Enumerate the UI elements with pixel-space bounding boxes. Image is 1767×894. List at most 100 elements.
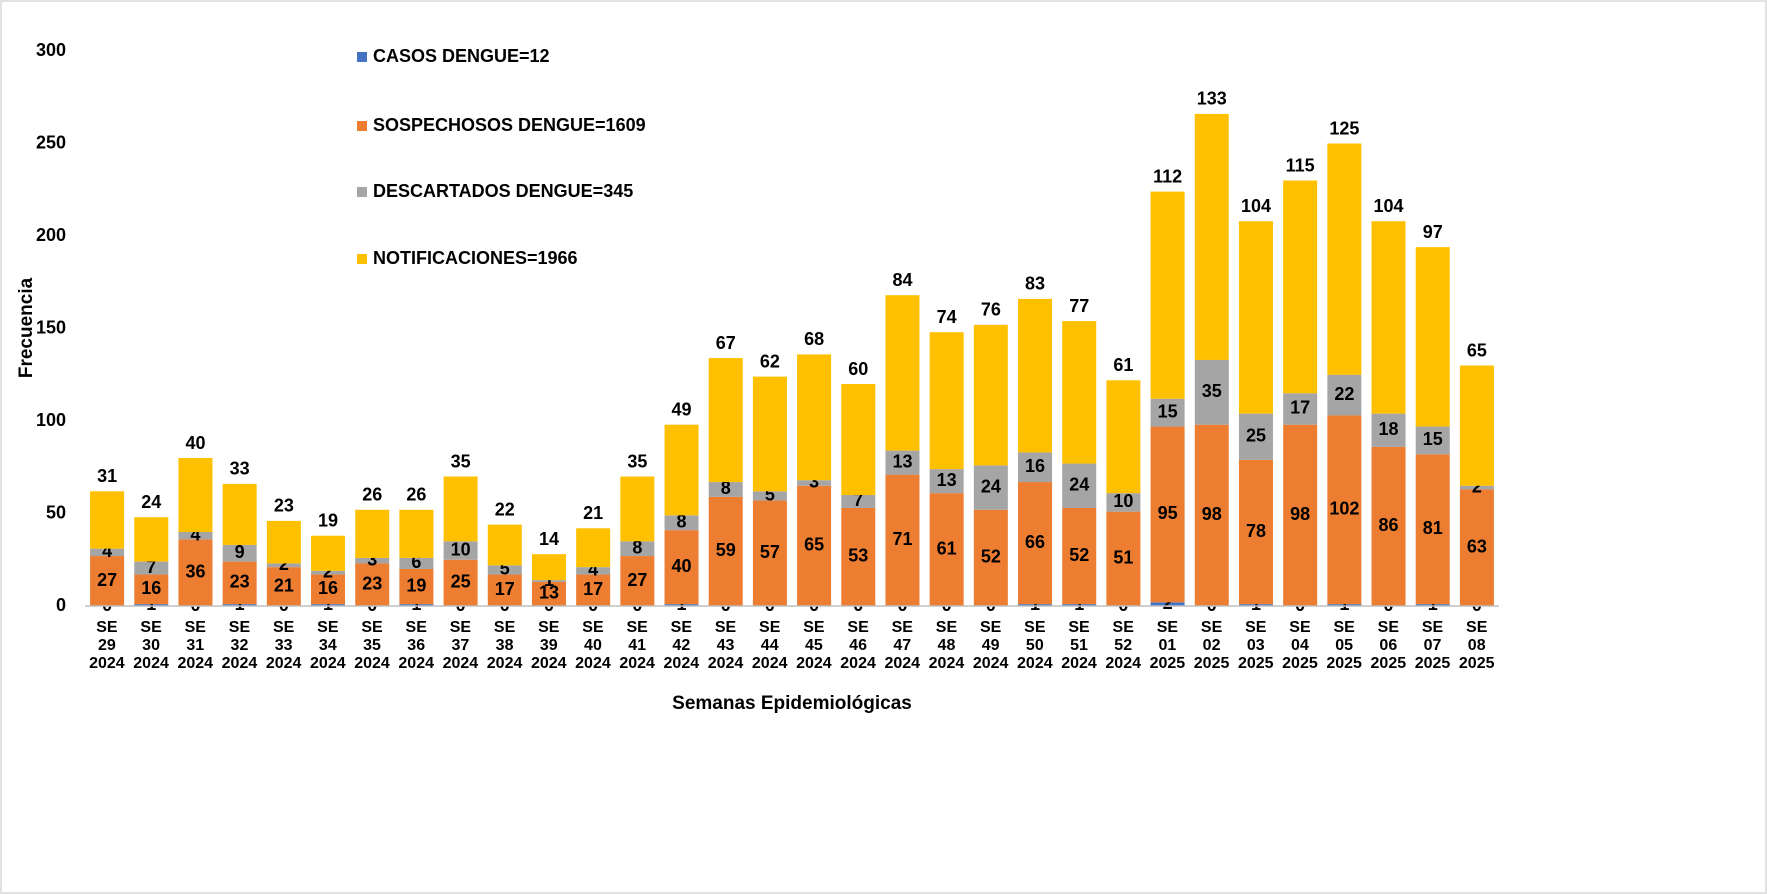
bar-segment bbox=[1371, 221, 1406, 414]
bar-segment bbox=[664, 604, 699, 606]
data-label: 19 bbox=[406, 575, 426, 595]
data-label: 86 bbox=[1379, 515, 1399, 535]
bar-segment bbox=[487, 524, 522, 566]
x-tick-label: SE 46 2024 bbox=[840, 619, 876, 672]
bar-segment bbox=[664, 424, 699, 516]
bar-segment bbox=[487, 574, 522, 606]
bar-segment bbox=[664, 515, 699, 531]
data-label: 17 bbox=[583, 579, 603, 599]
x-tick-label: SE 38 2024 bbox=[486, 619, 523, 672]
legend-swatch bbox=[357, 187, 367, 197]
data-label: 51 bbox=[1113, 548, 1133, 568]
y-tick-label: 150 bbox=[36, 317, 66, 337]
bar-segment bbox=[973, 324, 1008, 466]
bar-segment bbox=[531, 581, 566, 606]
data-label: 4 bbox=[588, 560, 598, 580]
bar-segment bbox=[443, 541, 478, 560]
bar-segment bbox=[973, 509, 1008, 606]
bar-segment bbox=[1283, 393, 1318, 425]
bar-segment bbox=[1459, 489, 1494, 606]
data-label: 18 bbox=[1379, 419, 1399, 439]
x-tick-label: SE 41 2024 bbox=[619, 619, 655, 672]
data-label: 98 bbox=[1290, 504, 1310, 524]
bar-segment bbox=[620, 541, 655, 557]
data-label: 61 bbox=[937, 538, 957, 558]
data-label: 10 bbox=[1113, 491, 1133, 511]
bar-segment bbox=[1018, 298, 1053, 453]
bar-segment bbox=[266, 567, 301, 606]
data-label: 133 bbox=[1197, 89, 1227, 109]
x-tick-label: SE 03 2025 bbox=[1237, 619, 1274, 672]
bar-segment bbox=[752, 376, 787, 492]
data-label: 16 bbox=[141, 578, 161, 598]
bar-segment bbox=[576, 528, 611, 568]
data-label: 23 bbox=[362, 573, 382, 593]
x-tick-label: SE 08 2025 bbox=[1458, 619, 1495, 672]
x-tick-label: SE 07 2025 bbox=[1414, 619, 1451, 672]
data-label: 35 bbox=[1202, 381, 1222, 401]
bar-segment bbox=[443, 476, 478, 542]
data-label: 8 bbox=[677, 512, 687, 532]
data-label: 40 bbox=[185, 433, 205, 453]
bar-segment bbox=[885, 295, 920, 451]
bar-segment bbox=[1238, 459, 1273, 605]
data-label: 74 bbox=[937, 307, 957, 327]
bar-segment bbox=[576, 574, 611, 606]
data-label: 17 bbox=[495, 579, 515, 599]
data-label: 115 bbox=[1286, 155, 1315, 175]
data-label: 21 bbox=[583, 503, 603, 523]
data-label: 59 bbox=[716, 540, 736, 560]
data-label: 4 bbox=[102, 541, 112, 561]
legend-swatch bbox=[357, 121, 367, 131]
bar-segment bbox=[1238, 221, 1273, 414]
bar-segment bbox=[1018, 482, 1053, 605]
data-label: 36 bbox=[185, 561, 205, 581]
bar-segment bbox=[90, 556, 125, 606]
bar-segment bbox=[1062, 463, 1097, 508]
y-axis-label: Frecuencia bbox=[16, 277, 37, 378]
x-tick-label: SE 01 2025 bbox=[1149, 619, 1186, 672]
bar-segment bbox=[1018, 604, 1053, 606]
data-label: 25 bbox=[451, 572, 471, 592]
bar-segment bbox=[1415, 604, 1450, 606]
data-label: 77 bbox=[1069, 296, 1089, 316]
legend-swatch bbox=[357, 254, 367, 264]
data-label: 26 bbox=[406, 485, 426, 505]
bar-segment bbox=[266, 520, 301, 564]
bar-segment bbox=[1062, 321, 1097, 464]
legend-label: CASOS DENGUE=12 bbox=[373, 46, 550, 66]
data-label: 83 bbox=[1025, 274, 1045, 294]
x-tick-label: SE 35 2024 bbox=[354, 619, 390, 672]
data-label: 13 bbox=[892, 451, 912, 471]
bar-segment bbox=[311, 570, 346, 575]
data-label: 2 bbox=[279, 554, 289, 574]
bar-segment bbox=[222, 561, 257, 605]
data-label: 76 bbox=[981, 300, 1001, 320]
bar-segment bbox=[1415, 247, 1450, 427]
data-label: 35 bbox=[627, 451, 647, 471]
data-label: 98 bbox=[1202, 504, 1222, 524]
bar-segment bbox=[1238, 604, 1273, 606]
data-label: 24 bbox=[1069, 475, 1089, 495]
bar-segment bbox=[134, 574, 169, 605]
data-label: 4 bbox=[190, 524, 200, 544]
data-label: 60 bbox=[848, 359, 868, 379]
data-label: 95 bbox=[1158, 503, 1178, 523]
bar-segment bbox=[1327, 374, 1362, 416]
data-label: 31 bbox=[97, 466, 117, 486]
bar-segment bbox=[1283, 180, 1318, 394]
x-tick-label: SE 04 2025 bbox=[1282, 619, 1318, 672]
bar-segment bbox=[1062, 507, 1097, 605]
data-label: 62 bbox=[760, 351, 780, 371]
bar-segment bbox=[399, 604, 434, 606]
bar-segment bbox=[1150, 602, 1185, 606]
bar-segment bbox=[443, 559, 478, 606]
x-tick-label: SE 42 2024 bbox=[663, 619, 700, 672]
x-tick-label: SE 44 2024 bbox=[751, 619, 788, 672]
data-label: 49 bbox=[672, 399, 692, 419]
legend-label: DESCARTADOS DENGUE=345 bbox=[373, 181, 633, 201]
bar-segment bbox=[708, 358, 743, 483]
data-label: 15 bbox=[1423, 429, 1443, 449]
data-label: 23 bbox=[274, 496, 294, 516]
